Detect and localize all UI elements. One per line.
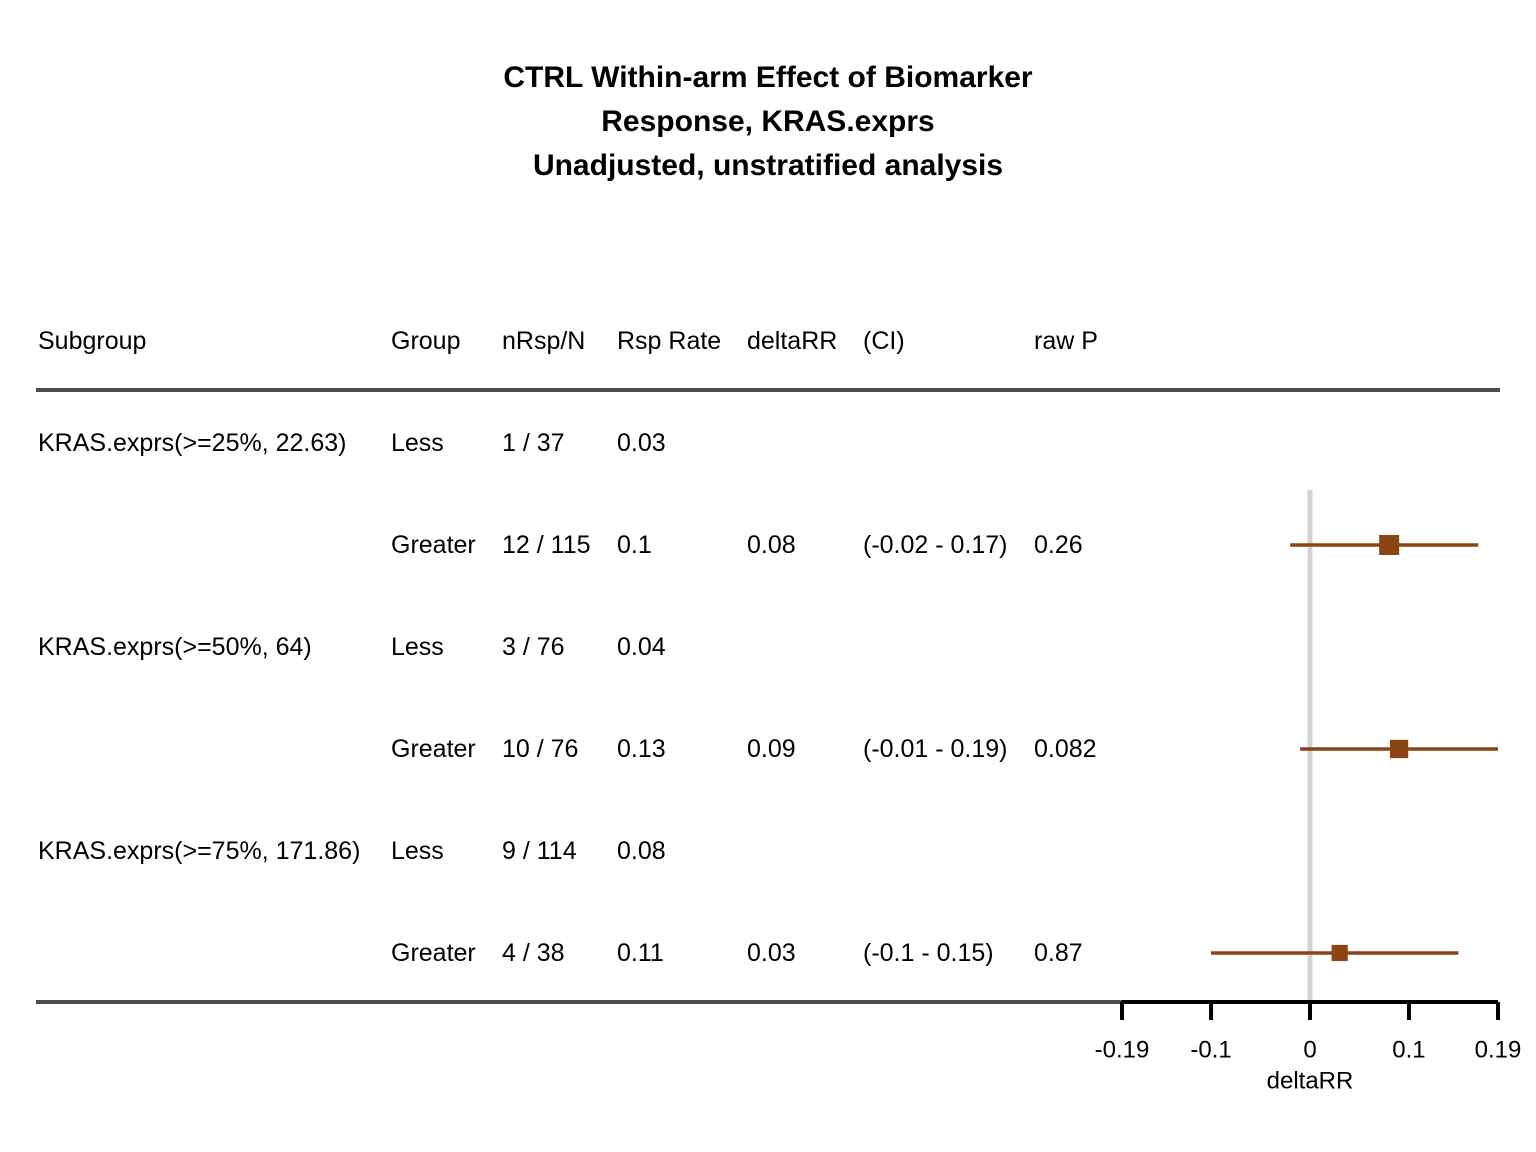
estimate-marker bbox=[1389, 739, 1409, 759]
subgroup-cell: KRAS.exprs(>=50%, 64) bbox=[38, 633, 312, 661]
ci-header: (CI) bbox=[863, 327, 905, 355]
subgroup-cell: KRAS.exprs(>=75%, 171.86) bbox=[38, 837, 360, 865]
subgroup-cell: KRAS.exprs(>=25%, 22.63) bbox=[38, 429, 347, 457]
nrsp-n-header: nRsp/N bbox=[502, 327, 585, 355]
rsp-rate-cell: 0.1 bbox=[617, 531, 652, 559]
x-axis-label: deltaRR bbox=[1267, 1068, 1354, 1095]
chart-title-line2: Response, KRAS.exprs bbox=[601, 105, 935, 138]
raw-p-cell: 0.26 bbox=[1034, 531, 1083, 559]
delta-rr-cell: 0.09 bbox=[747, 735, 796, 763]
rsp-rate-cell: 0.11 bbox=[617, 939, 664, 967]
ci-cell: (-0.02 - 0.17) bbox=[863, 531, 1008, 559]
rsp-rate-cell: 0.13 bbox=[617, 735, 666, 763]
x-tick-label: -0.1 bbox=[1190, 1037, 1231, 1064]
rsp-rate-cell: 0.08 bbox=[617, 837, 666, 865]
nrsp-n-cell: 1 / 37 bbox=[502, 429, 565, 457]
rsp-rate-cell: 0.04 bbox=[617, 633, 666, 661]
rsp-rate-header: Rsp Rate bbox=[617, 327, 721, 355]
chart-title-line3: Unadjusted, unstratified analysis bbox=[532, 149, 1004, 182]
group-cell: Greater bbox=[391, 939, 476, 967]
x-tick-label: 0.19 bbox=[1475, 1037, 1522, 1064]
nrsp-n-cell: 9 / 114 bbox=[502, 837, 577, 865]
nrsp-n-cell: 12 / 115 bbox=[502, 531, 591, 559]
x-tick-label: 0 bbox=[1303, 1037, 1316, 1064]
group-cell: Less bbox=[391, 429, 444, 457]
raw-p-header: raw P bbox=[1034, 327, 1098, 355]
subgroup-header: Subgroup bbox=[38, 327, 146, 355]
group-header: Group bbox=[391, 327, 460, 355]
group-cell: Greater bbox=[391, 735, 476, 763]
delta-rr-cell: 0.08 bbox=[747, 531, 796, 559]
x-tick-label: -0.19 bbox=[1095, 1037, 1150, 1064]
estimate-marker bbox=[1331, 944, 1348, 962]
delta-rr-header: deltaRR bbox=[747, 327, 837, 355]
nrsp-n-cell: 4 / 38 bbox=[502, 939, 565, 967]
raw-p-cell: 0.87 bbox=[1034, 939, 1083, 967]
chart-title-line1: CTRL Within-arm Effect of Biomarker bbox=[503, 61, 1033, 94]
nrsp-n-cell: 10 / 76 bbox=[502, 735, 578, 763]
ci-cell: (-0.1 - 0.15) bbox=[863, 939, 994, 967]
delta-rr-cell: 0.03 bbox=[747, 939, 796, 967]
group-cell: Less bbox=[391, 633, 444, 661]
x-tick-label: 0.1 bbox=[1392, 1037, 1425, 1064]
group-cell: Greater bbox=[391, 531, 476, 559]
raw-p-cell: 0.082 bbox=[1034, 735, 1097, 763]
ci-cell: (-0.01 - 0.19) bbox=[863, 735, 1008, 763]
rsp-rate-cell: 0.03 bbox=[617, 429, 666, 457]
group-cell: Less bbox=[391, 837, 444, 865]
estimate-marker bbox=[1379, 535, 1400, 555]
nrsp-n-cell: 3 / 76 bbox=[502, 633, 565, 661]
